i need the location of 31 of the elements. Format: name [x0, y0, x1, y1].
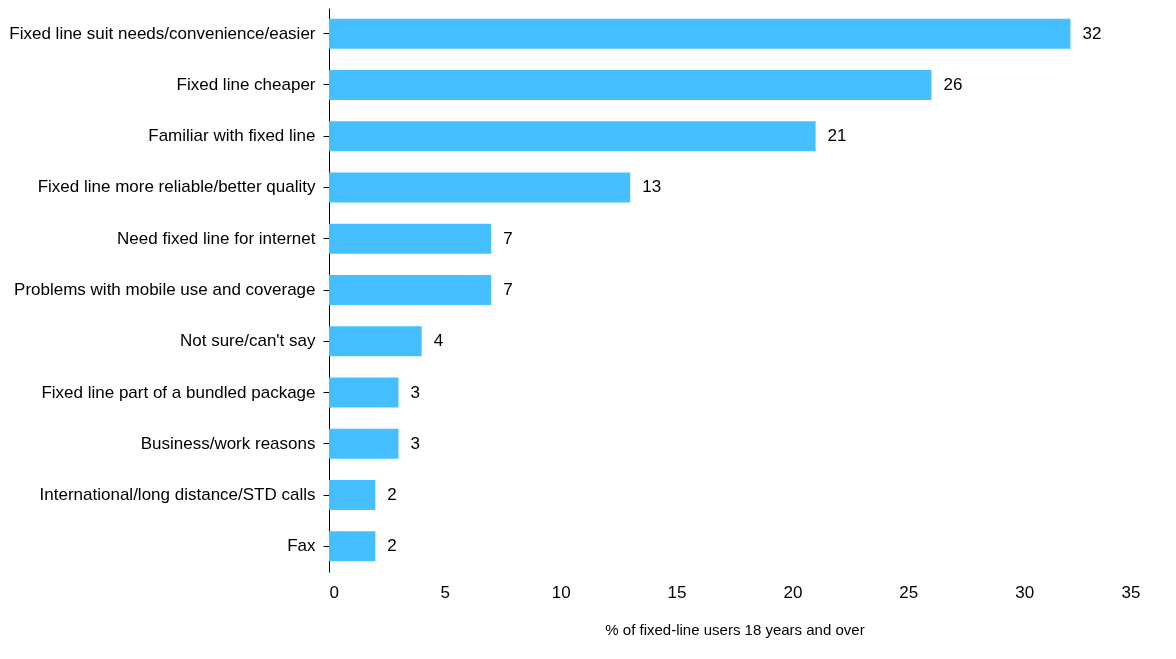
- data-label: 26: [943, 74, 963, 94]
- data-label: 32: [1082, 23, 1102, 43]
- x-tick-label: 0: [329, 582, 339, 602]
- y-tick-label: Business/work reasons: [140, 433, 316, 453]
- x-axis-title: % of fixed-line users 18 years and over: [605, 620, 865, 638]
- x-tick-label: 5: [440, 582, 451, 602]
- data-label: 7: [503, 280, 513, 299]
- y-tick-label: Fax: [287, 536, 316, 556]
- y-tick-label: Fixed line suit needs/convenience/easier: [9, 23, 316, 43]
- data-label: 2: [387, 485, 397, 505]
- data-label: 4: [433, 331, 444, 351]
- y-tick-label: Need fixed line for internet: [117, 228, 316, 248]
- y-tick-label: Fixed line more reliable/better quality: [37, 177, 316, 197]
- x-tick-label: 15: [667, 582, 687, 602]
- data-label: 21: [827, 126, 847, 146]
- y-tick-label: Fixed line cheaper: [176, 74, 316, 94]
- y-tick-label: Fixed line part of a bundled package: [41, 382, 316, 402]
- data-label: 3: [410, 382, 420, 402]
- y-tick-label: Not sure/can't say: [179, 331, 316, 351]
- data-label: 7: [503, 228, 513, 248]
- x-tick-label: 30: [1015, 582, 1035, 602]
- y-tick-label: Problems with mobile use and coverage: [14, 280, 316, 299]
- data-label: 3: [410, 433, 420, 453]
- x-tick-label: 10: [551, 582, 571, 602]
- x-tick-label: 25: [899, 582, 919, 602]
- y-tick-label: Familiar with fixed line: [148, 126, 316, 146]
- x-tick-label: 35: [1121, 582, 1141, 602]
- y-tick-label: International/long distance/STD calls: [39, 485, 316, 505]
- x-tick-label: 20: [783, 582, 803, 602]
- data-label: 2: [387, 536, 397, 556]
- data-label: 13: [642, 177, 662, 197]
